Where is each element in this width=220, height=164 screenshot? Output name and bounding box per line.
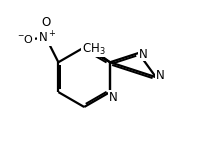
Text: N: N	[108, 91, 117, 104]
Text: N: N	[139, 48, 148, 61]
Text: N$^+$: N$^+$	[38, 30, 56, 45]
Text: $^{-}$O: $^{-}$O	[17, 33, 34, 45]
Text: N: N	[156, 69, 165, 82]
Text: O: O	[41, 16, 51, 29]
Text: CH$_3$: CH$_3$	[82, 41, 106, 57]
